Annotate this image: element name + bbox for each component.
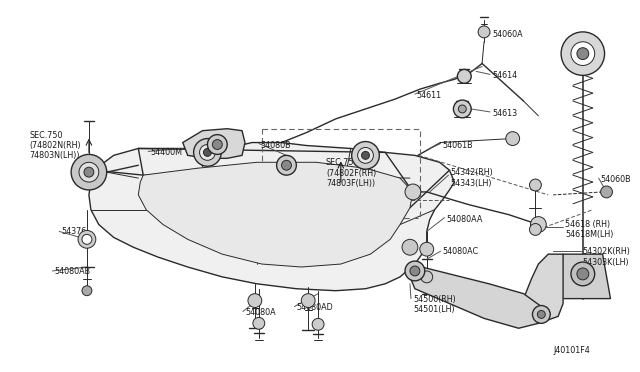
Circle shape [458,70,471,83]
Polygon shape [522,254,563,323]
Polygon shape [410,264,541,328]
Text: 54080AB: 54080AB [54,267,90,276]
Polygon shape [555,254,611,299]
Text: 54080AD: 54080AD [296,302,333,312]
Circle shape [402,239,418,255]
Circle shape [82,286,92,296]
Text: 54500(RH)
54501(LH): 54500(RH) 54501(LH) [413,295,456,314]
Text: 54342(RH)
54343(LH): 54342(RH) 54343(LH) [451,168,493,187]
Circle shape [577,48,589,60]
Circle shape [301,294,315,308]
Circle shape [282,160,291,170]
Circle shape [253,317,265,329]
Text: 54400M: 54400M [150,148,182,157]
Circle shape [84,167,94,177]
Text: SEC.750
(74802N(RH)
74803N(LH)): SEC.750 (74802N(RH) 74803N(LH)) [29,131,81,160]
Circle shape [561,32,605,76]
Circle shape [200,144,215,160]
Circle shape [405,184,421,200]
Circle shape [78,230,96,248]
Polygon shape [138,162,413,267]
Circle shape [410,266,420,276]
Circle shape [532,305,550,323]
Text: 54060B: 54060B [600,175,631,184]
Circle shape [571,42,595,65]
Text: 54611: 54611 [417,91,442,100]
Circle shape [212,140,222,150]
Polygon shape [89,142,454,291]
Circle shape [358,147,373,163]
Circle shape [529,179,541,191]
Circle shape [82,234,92,244]
Circle shape [362,151,369,159]
Circle shape [506,132,520,145]
Circle shape [421,271,433,283]
Circle shape [600,186,612,198]
Circle shape [204,148,211,156]
Circle shape [458,105,467,113]
Circle shape [529,224,541,235]
Text: SEC.750
(74802F(RH)
74803F(LH)): SEC.750 (74802F(RH) 74803F(LH)) [326,158,376,188]
Text: 54302K(RH)
54303K(LH): 54302K(RH) 54303K(LH) [583,247,630,267]
Text: 54613: 54613 [492,109,517,118]
Text: 54080B: 54080B [260,141,291,150]
Text: 54060A: 54060A [492,30,523,39]
Circle shape [79,162,99,182]
Text: J40101F4: J40101F4 [553,346,590,355]
Text: 54080AC: 54080AC [442,247,479,256]
Circle shape [351,142,380,169]
Circle shape [531,217,547,232]
Circle shape [71,154,107,190]
Text: 54376: 54376 [61,228,86,237]
Circle shape [276,155,296,175]
Text: 54080AA: 54080AA [447,215,483,224]
Circle shape [194,139,221,166]
Text: 54618 (RH)
54618M(LH): 54618 (RH) 54618M(LH) [565,219,613,239]
Circle shape [420,242,434,256]
Circle shape [538,311,545,318]
Circle shape [571,262,595,286]
Text: 54614: 54614 [492,71,517,80]
Circle shape [577,268,589,280]
Text: 54080A: 54080A [245,308,276,317]
Circle shape [248,294,262,308]
Circle shape [478,26,490,38]
Circle shape [453,100,471,118]
Polygon shape [183,129,245,158]
Circle shape [207,135,227,154]
Text: 54061B: 54061B [442,141,473,150]
Circle shape [312,318,324,330]
Circle shape [405,261,425,281]
